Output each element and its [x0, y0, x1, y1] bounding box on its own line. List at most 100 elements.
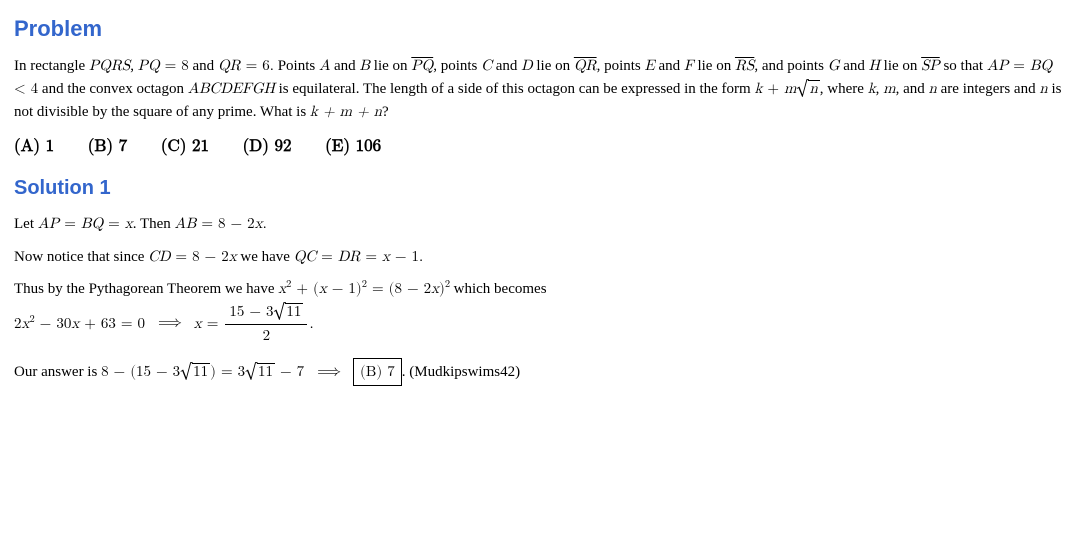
choice-d: (D) 92 [243, 138, 292, 155]
implies-icon: ⟹ [317, 364, 341, 380]
txt: Points [274, 58, 319, 74]
sum: k + m + n [310, 104, 382, 119]
txt: In rectangle [14, 58, 89, 74]
F: F [684, 58, 694, 73]
quad-c: + 63 = 0 [79, 315, 150, 330]
answer-choices: (A) 1 (B) 7 (C) 21 (D) 92 (E) 106 [14, 134, 1066, 160]
txt: lie on [533, 58, 574, 74]
boxed-answer: (B) 7 [353, 358, 402, 387]
e82x: = 8 − 2 [170, 249, 228, 264]
problem-heading: Problem [14, 12, 1066, 45]
sq: 2 [445, 280, 454, 290]
quad-b: − 30 [35, 315, 72, 330]
choice-b: (B) 7 [88, 138, 127, 155]
txt: and [492, 58, 521, 74]
math-pq: PQ [138, 58, 160, 73]
ab: AB [175, 216, 197, 231]
txt: , and points [754, 58, 827, 74]
txt: , where [820, 81, 868, 97]
solution-heading: Solution 1 [14, 173, 1066, 203]
cd: CD [148, 249, 170, 264]
txt: Thus by the Pythagorean Theorem we have [14, 281, 278, 297]
bq: BQ [81, 216, 103, 231]
rhs: = (8 − 2 [367, 281, 431, 296]
n: n [808, 80, 819, 96]
qr-bar: QR [574, 58, 597, 73]
k2: k [868, 81, 876, 96]
solution-line-2: Now notice that since CD = 8 − 2x we hav… [14, 246, 1066, 269]
xm1: − 1. [390, 249, 423, 264]
sqrt-n: n [797, 78, 820, 102]
eq: = [316, 249, 338, 264]
rs-bar: RS [735, 58, 754, 73]
sqrt-11: 11 [245, 361, 275, 385]
solution-line-5: Our answer is 8 − (15 − 311) = 311 − 7 ⟹… [14, 358, 1066, 387]
txt: lie on [694, 58, 735, 74]
dot: . [309, 315, 313, 330]
txt: , and [896, 81, 929, 97]
txt: . Then [133, 216, 175, 232]
x: x [255, 216, 263, 231]
choice-a: (A) 1 [14, 138, 54, 155]
bq: BQ [1030, 58, 1052, 73]
txt: , points [433, 58, 481, 74]
math-rect: PQRS [89, 58, 130, 73]
lhs: + ( [291, 281, 318, 296]
choice-e: (E) 106 [325, 138, 381, 155]
m7: − 7 [275, 364, 309, 379]
qc: QC [294, 249, 317, 264]
x: x [194, 315, 202, 330]
choice-c: (C) 21 [161, 138, 209, 155]
implies-icon: ⟹ [158, 315, 182, 331]
sqrt-11: 11 [274, 301, 304, 325]
eq: = [360, 249, 382, 264]
eq: = [103, 216, 125, 231]
solution-line-3: Thus by the Pythagorean Theorem we have … [14, 278, 1066, 348]
lt4: < 4 [14, 81, 38, 96]
eq6: = 6. [241, 58, 274, 73]
ap: AP [987, 58, 1008, 73]
m: m [784, 81, 797, 96]
math-qr: QR [218, 58, 241, 73]
n3: n [1039, 81, 1047, 96]
G: G [828, 58, 840, 73]
dot: . [263, 216, 267, 231]
txt: ? [382, 104, 389, 120]
txt: and [189, 58, 218, 74]
txt: and [330, 58, 359, 74]
n2: n [929, 81, 937, 96]
x: x [278, 281, 286, 296]
txt: and the convex octagon [38, 81, 188, 97]
E: E [645, 58, 655, 73]
expr: 8 − (15 − 3 [101, 364, 180, 379]
quad-a: 2 [14, 315, 22, 330]
x: x [319, 281, 327, 296]
txt: lie on [880, 58, 921, 74]
denominator: 2 [225, 324, 307, 348]
m1: − 1) [327, 281, 362, 296]
numerator: 15 − 311 [225, 301, 307, 325]
txt: Now notice that since [14, 249, 148, 265]
sp-bar: SP [921, 58, 940, 73]
x: x [229, 249, 237, 264]
txt: and [839, 58, 868, 74]
txt: is equilateral. The length of a side of … [275, 81, 755, 97]
txt: , [130, 58, 138, 74]
fraction: 15 − 3112 [225, 301, 307, 348]
txt: so that [940, 58, 987, 74]
txt: , points [597, 58, 645, 74]
txt: we have [237, 249, 294, 265]
sqrt-11: 11 [180, 361, 210, 385]
D: D [521, 58, 532, 73]
B: B [359, 58, 370, 73]
pq-bar: PQ [411, 58, 433, 73]
txt: Let [14, 216, 38, 232]
e82x: = 8 − 2 [196, 216, 254, 231]
txt: are integers and [937, 81, 1039, 97]
H: H [869, 58, 880, 73]
dr: DR [338, 249, 361, 264]
eq: = [202, 315, 224, 330]
txt: Our answer is [14, 364, 101, 380]
eq: = [59, 216, 81, 231]
eq8: = 8 [160, 58, 189, 73]
